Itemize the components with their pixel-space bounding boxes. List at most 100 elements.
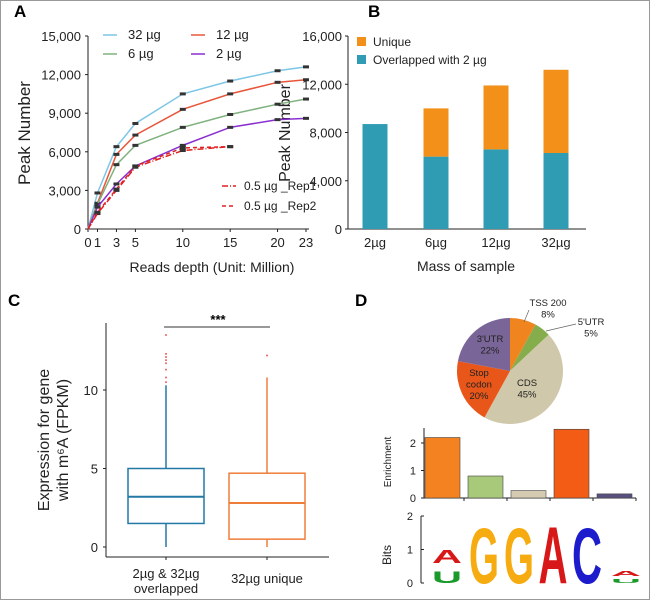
c-ylabel-line1: Expression for gene <box>36 369 53 511</box>
b-y-tick-label: 0 <box>335 222 342 237</box>
a-x-tick-label: 15 <box>223 235 237 250</box>
a-legend-label: 2 µg <box>216 46 242 61</box>
a-point-errorbar <box>274 69 281 73</box>
a-point-errorbar <box>227 92 234 96</box>
d-enrichment-bar <box>467 475 504 499</box>
d-pie-leader-line <box>545 323 577 332</box>
d-logo-letter-A: A <box>432 547 462 568</box>
d-pie-leader-line <box>523 309 530 323</box>
d-enrichment-bar <box>424 437 461 499</box>
d-pie-slice <box>510 324 549 371</box>
a-series-line <box>87 145 231 230</box>
c-outlier-point <box>165 362 167 365</box>
d-enrichment-bar <box>510 490 547 499</box>
d-bar-y-tick-label: 2 <box>410 438 416 450</box>
d-logo-letter-G: G <box>469 512 499 599</box>
d-logo-letter-group: G <box>469 512 499 599</box>
a-point-errorbar <box>179 146 186 150</box>
d-logo-letter-group: U <box>432 568 462 586</box>
a-x-tick-label: 20 <box>270 235 284 250</box>
b-x-tick-label: 6µg <box>425 235 447 250</box>
b-x-tick-label: 12µg <box>481 235 510 250</box>
a-point-errorbar <box>303 116 309 120</box>
d-pie-label: 5'UTR <box>578 317 605 328</box>
a-point-errorbar <box>179 107 186 111</box>
b-ylabel: Peak Number <box>277 83 294 181</box>
d-pie-label: 45% <box>517 390 537 401</box>
d-logo-letter-group: A <box>611 570 641 578</box>
d-enrichment-bar <box>596 493 633 499</box>
a-series-line <box>87 78 307 230</box>
a-point-errorbar <box>132 143 139 147</box>
a-legend-label: 6 µg <box>128 46 154 61</box>
a-point-errorbar <box>274 118 281 122</box>
d-logo-letter-A: A <box>611 570 641 578</box>
c-y-tick-label: 10 <box>84 383 98 398</box>
d-logo-ylabel: Bits <box>380 545 394 565</box>
b-bar-segment <box>423 108 449 157</box>
c-ylabel-line2: with m⁶A (FPKM) <box>55 379 72 502</box>
d-pie-label: Stop <box>469 368 489 379</box>
a-point-errorbar <box>132 133 139 137</box>
b-xlabel: Mass of sample <box>417 258 515 274</box>
a-x-tick-label: 10 <box>176 235 190 250</box>
a-legend-label: 0.5 µg _Rep2 <box>244 199 317 213</box>
d-pie-slice <box>484 334 564 425</box>
a-y-tick-label: 15,000 <box>41 29 81 44</box>
b-legend-label: Unique <box>373 35 411 49</box>
a-series-line <box>87 98 307 230</box>
a-point-errorbar <box>113 152 120 156</box>
c-x-tick-label: overlapped <box>134 581 198 596</box>
b-bar-segment <box>543 153 569 229</box>
b-legend-label: Overlapped with 2 µg <box>373 53 487 67</box>
d-logo-letter-group: A <box>432 547 462 568</box>
a-point-errorbar <box>179 143 186 147</box>
b-bar-segment <box>423 156 449 229</box>
a-x-tick-label: 0 <box>84 235 91 250</box>
d-pie-label: codon <box>466 380 492 391</box>
b-x-tick-label: 32µg <box>541 235 570 250</box>
d-logo-letter-group: G <box>504 512 534 599</box>
c-box <box>228 472 306 540</box>
d-logo-y-tick-label: 0 <box>407 578 413 590</box>
a-point-errorbar <box>113 145 120 149</box>
d-logo-letter-C: C <box>572 512 602 599</box>
d-logo-letter-G: G <box>504 512 534 599</box>
a-x-tick-label: 5 <box>132 235 139 250</box>
a-series-line <box>87 117 307 230</box>
a-legend-label: 32 µg <box>128 27 161 42</box>
d-logo-letter-group: U <box>611 578 641 584</box>
a-point-errorbar <box>94 205 101 209</box>
d-logo-letter-A: A <box>539 511 568 600</box>
a-point-errorbar <box>303 78 309 82</box>
c-outlier-point <box>165 334 167 337</box>
b-y-tick-label: 16,000 <box>302 29 342 44</box>
d-logo-letter-U: U <box>432 568 462 586</box>
d-enrichment-ylabel: Enrichment <box>383 436 394 487</box>
a-point-errorbar <box>274 102 281 106</box>
a-point-errorbar <box>94 203 101 207</box>
a-y-tick-label: 3,000 <box>48 183 81 198</box>
c-outlier-point <box>165 359 167 362</box>
d-logo-letter-group: A <box>539 511 568 600</box>
d-pie-label: 3'UTR <box>477 334 504 345</box>
d-pie-label: 22% <box>480 346 500 357</box>
c-outlier-point <box>266 354 268 357</box>
a-point-errorbar <box>132 121 139 125</box>
b-bar-segment <box>483 149 509 229</box>
b-bar-segment <box>362 124 388 229</box>
c-x-tick-label: 2µg & 32µg <box>132 566 199 581</box>
d-pie-slice <box>510 318 536 371</box>
b-y-tick-label: 4,000 <box>309 174 342 189</box>
a-point-errorbar <box>303 97 309 101</box>
a-legend-label: 12 µg <box>216 27 249 42</box>
d-logo-y-tick-label: 2 <box>407 511 413 523</box>
a-point-errorbar <box>227 125 234 129</box>
a-legend-label: 0.5 µg _Rep1 <box>244 179 317 193</box>
a-point-errorbar <box>274 80 281 84</box>
d-bar-y-tick-label: 1 <box>410 466 416 478</box>
c-outlier-point <box>165 381 167 384</box>
a-point-errorbar <box>179 149 186 153</box>
